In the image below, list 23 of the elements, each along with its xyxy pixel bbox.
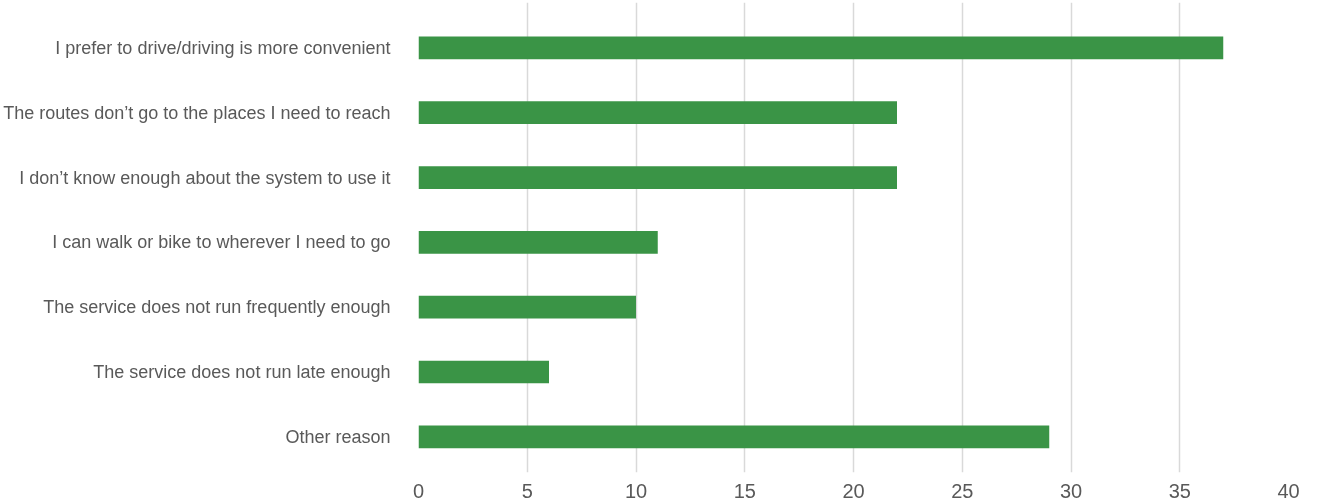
bar bbox=[418, 36, 1224, 60]
y-tick-label: I prefer to drive/driving is more convenient bbox=[55, 37, 391, 58]
y-tick-label: The service does not run late enough bbox=[93, 362, 391, 383]
y-tick-label: The service does not run frequently enough bbox=[43, 297, 391, 318]
y-tick-label: The routes don’t go to the places I need to reach bbox=[3, 102, 391, 123]
bar bbox=[418, 295, 636, 319]
x-tick-label: 10 bbox=[624, 479, 648, 502]
x-tick-label: 25 bbox=[951, 479, 974, 502]
bar bbox=[418, 101, 897, 125]
x-tick-label: 20 bbox=[842, 479, 865, 502]
x-tick-label: 15 bbox=[733, 479, 756, 502]
x-tick-label: 30 bbox=[1059, 479, 1083, 502]
bar bbox=[418, 166, 897, 189]
x-tick-label: 5 bbox=[521, 479, 533, 502]
x-tick-label: 35 bbox=[1168, 479, 1191, 502]
y-tick-label: I can walk or bike to wherever I need to go bbox=[52, 232, 391, 253]
bar bbox=[418, 231, 658, 254]
bar bbox=[418, 360, 549, 384]
y-tick-label: Other reason bbox=[285, 426, 391, 447]
y-tick-label: I don’t know enough about the system to use it bbox=[19, 167, 391, 188]
bar bbox=[418, 425, 1050, 449]
x-tick-label: 0 bbox=[412, 479, 425, 502]
x-tick-label: 40 bbox=[1277, 479, 1300, 502]
